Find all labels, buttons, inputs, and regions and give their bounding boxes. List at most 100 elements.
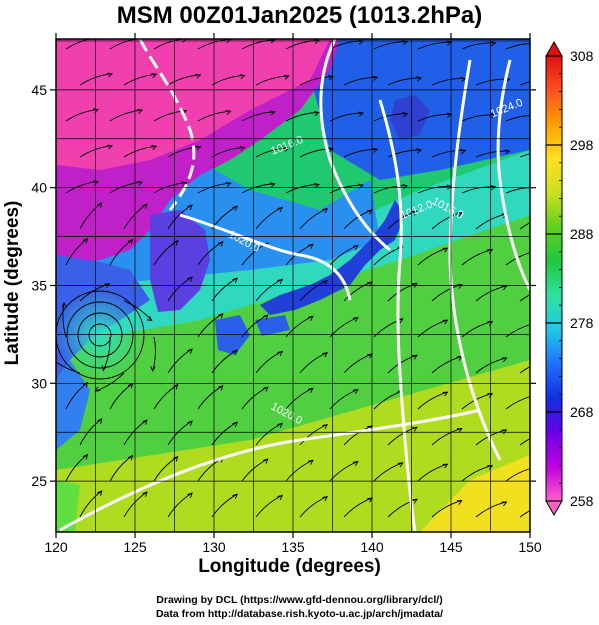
- streamline-54: [505, 187, 530, 194]
- streamline-arrow-79: [187, 276, 193, 282]
- streamline-13: [167, 74, 201, 86]
- streamline-123: [167, 420, 193, 446]
- streamline-arrow-23: [137, 109, 144, 114]
- streamline-arrow-99: [50, 357, 55, 361]
- streamline-81: [255, 278, 283, 302]
- streamline-68: [153, 240, 179, 266]
- streamline-129: [431, 428, 462, 446]
- streamline-arrow-120: [532, 395, 537, 399]
- isobar-1024: [496, 59, 530, 291]
- streamline-95: [373, 318, 403, 338]
- y-tick-label: 25: [31, 473, 47, 489]
- streamline-93: [285, 315, 314, 338]
- streamline-16: [299, 76, 333, 86]
- streamline-arrow-53: [490, 185, 497, 191]
- streamline-36: [211, 147, 245, 158]
- streamline-arrow-58: [232, 205, 238, 211]
- streamline-82: [299, 280, 328, 302]
- streamline-arrow-76: [532, 251, 537, 255]
- isobar-1012: [378, 99, 417, 532]
- streamline-69: [197, 241, 224, 266]
- streamline-arrow-86: [501, 285, 508, 291]
- isobar-1020-south: [59, 408, 481, 532]
- streamline-arrow-46: [181, 181, 188, 187]
- streamline-arrow-34: [151, 145, 158, 151]
- streamline-71: [285, 243, 314, 266]
- colorbar-tick-label: 288: [570, 226, 594, 242]
- streamline-arrow-55: [97, 202, 103, 208]
- colorbar: 258 268 278 288 298 308: [545, 40, 594, 517]
- streamline-arrow-148: [322, 496, 329, 502]
- streamline-arrow-96: [442, 319, 449, 325]
- streamline-arrow-123: [187, 420, 193, 426]
- streamline-2: [153, 39, 187, 50]
- streamline-arrow-126: [322, 424, 329, 430]
- streamline-18: [387, 77, 422, 86]
- x-tick-label: 140: [360, 539, 384, 555]
- taiwan-coast: [56, 480, 80, 532]
- streamline-143: [79, 490, 103, 518]
- streamline-arrow-31: [490, 113, 497, 119]
- streamline-125: [255, 422, 283, 446]
- streamline-arrow-38: [327, 147, 334, 153]
- streamline-arrow-130: [501, 429, 508, 435]
- colorbar-tick-label: 278: [570, 315, 594, 331]
- streamline-arrow-91: [217, 313, 224, 319]
- streamline-arrow-27: [313, 111, 320, 117]
- streamline-arrow-48: [269, 182, 276, 188]
- streamline-arrow-12: [151, 73, 158, 79]
- streamline-103: [255, 350, 283, 374]
- streamline-arrow-136: [262, 458, 269, 464]
- streamline-84: [387, 282, 418, 302]
- streamline-39: [343, 148, 378, 158]
- streamline-4: [241, 39, 275, 50]
- streamline-arrow-5: [313, 39, 320, 45]
- streamline-72: [329, 245, 359, 266]
- streamline-arrow-18: [416, 76, 423, 82]
- streamline-77: [79, 283, 110, 302]
- streamline-126: [299, 424, 328, 446]
- streamline-37: [255, 147, 289, 158]
- streamline-115: [285, 387, 314, 410]
- streamline-61: [343, 209, 373, 230]
- streamline-87: [519, 294, 530, 302]
- streamline-104: [299, 352, 328, 374]
- streamline-14: [211, 75, 245, 86]
- streamline-arrow-102: [232, 349, 238, 355]
- streamline-arrow-138: [352, 460, 359, 467]
- streamline-arrow-103: [277, 350, 284, 357]
- streamline-arrow-69: [217, 241, 224, 247]
- streamline-60: [299, 208, 328, 230]
- colorbar-tick-label: 258: [570, 493, 594, 509]
- cyclone-center: [56, 290, 145, 380]
- streamline-arrow-47: [225, 182, 232, 187]
- streamline-arrow-54: [535, 186, 540, 190]
- streamline-7: [373, 41, 408, 50]
- colorbar-tick-label: 308: [570, 48, 594, 64]
- streamline-134: [153, 456, 179, 482]
- streamline-110: [65, 382, 88, 410]
- streamline-101: [167, 348, 193, 374]
- streamline-78: [123, 300, 153, 321]
- streamline-75: [461, 249, 493, 266]
- streamline-arrow-82: [322, 280, 329, 286]
- streamline-arrow-59: [277, 206, 284, 213]
- streamline-arrow-42: [504, 149, 511, 155]
- streamline-arrow-152: [501, 501, 508, 507]
- colorbar-max-arrow: [545, 40, 563, 57]
- streamline-128: [387, 426, 418, 446]
- streamline-55: [79, 202, 103, 230]
- streamline-arrow-93: [307, 315, 314, 321]
- streamline-137: [285, 459, 314, 482]
- streamline-144: [123, 491, 148, 518]
- credit-drawing: Drawing by DCL (https://www.gfd-dennou.o…: [156, 594, 443, 606]
- streamline-arrow-115: [307, 387, 314, 393]
- streamline-arrow-124: [232, 421, 238, 427]
- streamline-66: [65, 238, 88, 266]
- streamline-74: [417, 247, 448, 266]
- streamline-79: [167, 276, 193, 302]
- streamline-arrow-151: [456, 500, 463, 505]
- cyclone-streamline-4: [56, 290, 145, 380]
- streamline-8: [417, 41, 452, 50]
